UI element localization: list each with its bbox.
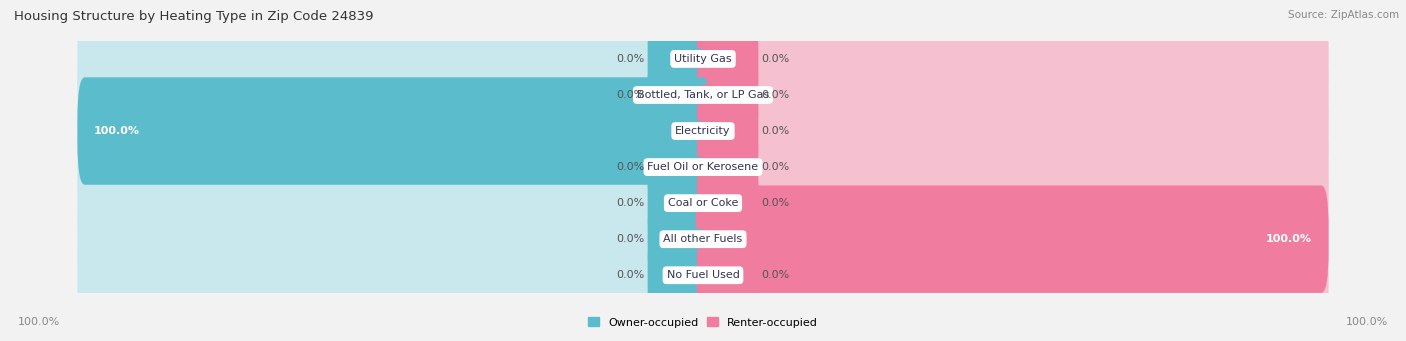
FancyBboxPatch shape bbox=[696, 41, 1329, 149]
Text: 0.0%: 0.0% bbox=[762, 90, 790, 100]
Text: 0.0%: 0.0% bbox=[762, 54, 790, 64]
Text: 0.0%: 0.0% bbox=[616, 90, 644, 100]
FancyBboxPatch shape bbox=[77, 149, 710, 257]
Text: 100.0%: 100.0% bbox=[1346, 317, 1388, 327]
FancyBboxPatch shape bbox=[696, 186, 1329, 293]
Legend: Owner-occupied, Renter-occupied: Owner-occupied, Renter-occupied bbox=[583, 313, 823, 332]
Text: 0.0%: 0.0% bbox=[762, 162, 790, 172]
FancyBboxPatch shape bbox=[77, 41, 710, 149]
FancyBboxPatch shape bbox=[648, 121, 709, 213]
FancyBboxPatch shape bbox=[696, 222, 1329, 329]
Text: Fuel Oil or Kerosene: Fuel Oil or Kerosene bbox=[647, 162, 759, 172]
Text: Electricity: Electricity bbox=[675, 126, 731, 136]
FancyBboxPatch shape bbox=[697, 229, 758, 322]
Text: Bottled, Tank, or LP Gas: Bottled, Tank, or LP Gas bbox=[637, 90, 769, 100]
FancyBboxPatch shape bbox=[77, 77, 710, 185]
FancyBboxPatch shape bbox=[697, 48, 758, 142]
FancyBboxPatch shape bbox=[648, 157, 709, 250]
Text: 0.0%: 0.0% bbox=[616, 198, 644, 208]
Text: Housing Structure by Heating Type in Zip Code 24839: Housing Structure by Heating Type in Zip… bbox=[14, 10, 374, 23]
FancyBboxPatch shape bbox=[697, 85, 758, 178]
Text: 0.0%: 0.0% bbox=[616, 54, 644, 64]
Text: 0.0%: 0.0% bbox=[762, 198, 790, 208]
FancyBboxPatch shape bbox=[77, 77, 710, 185]
FancyBboxPatch shape bbox=[696, 5, 1329, 113]
Text: All other Fuels: All other Fuels bbox=[664, 234, 742, 244]
FancyBboxPatch shape bbox=[697, 12, 758, 105]
FancyBboxPatch shape bbox=[696, 149, 1329, 257]
FancyBboxPatch shape bbox=[77, 222, 710, 329]
Text: Source: ZipAtlas.com: Source: ZipAtlas.com bbox=[1288, 10, 1399, 20]
FancyBboxPatch shape bbox=[648, 193, 709, 286]
FancyBboxPatch shape bbox=[648, 229, 709, 322]
Text: No Fuel Used: No Fuel Used bbox=[666, 270, 740, 280]
FancyBboxPatch shape bbox=[77, 186, 710, 293]
FancyBboxPatch shape bbox=[697, 157, 758, 250]
Text: 0.0%: 0.0% bbox=[616, 270, 644, 280]
FancyBboxPatch shape bbox=[697, 121, 758, 213]
Text: 0.0%: 0.0% bbox=[616, 234, 644, 244]
FancyBboxPatch shape bbox=[77, 5, 710, 113]
FancyBboxPatch shape bbox=[696, 77, 1329, 185]
Text: Coal or Coke: Coal or Coke bbox=[668, 198, 738, 208]
Text: 100.0%: 100.0% bbox=[94, 126, 141, 136]
FancyBboxPatch shape bbox=[77, 113, 710, 221]
FancyBboxPatch shape bbox=[648, 48, 709, 142]
Text: 0.0%: 0.0% bbox=[616, 162, 644, 172]
FancyBboxPatch shape bbox=[648, 12, 709, 105]
Text: Utility Gas: Utility Gas bbox=[675, 54, 731, 64]
Text: 0.0%: 0.0% bbox=[762, 126, 790, 136]
Text: 100.0%: 100.0% bbox=[18, 317, 60, 327]
FancyBboxPatch shape bbox=[696, 186, 1329, 293]
FancyBboxPatch shape bbox=[696, 113, 1329, 221]
Text: 0.0%: 0.0% bbox=[762, 270, 790, 280]
Text: 100.0%: 100.0% bbox=[1265, 234, 1312, 244]
